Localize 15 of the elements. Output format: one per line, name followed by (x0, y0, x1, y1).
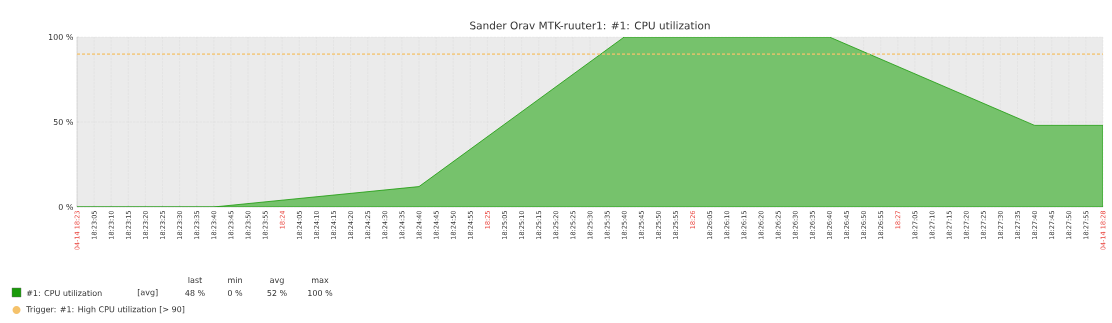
text: avg (270, 278, 284, 285)
chart-title: Sander Orav MTK-ruuter1: #1: CPU utilization (470, 21, 710, 30)
legend-label: Trigger: #1: High CPU utilization [> 90] (26, 306, 185, 314)
text: 100 % (308, 289, 333, 297)
y-tick-label: 0 % (58, 203, 74, 211)
text: max (312, 278, 329, 284)
text: min (228, 276, 242, 283)
text: [avg] (137, 289, 158, 297)
text: last (188, 276, 203, 284)
text: 52 % (267, 289, 287, 297)
y-tick-label: 50 % (53, 118, 74, 126)
y-tick-label: 100 % (48, 33, 74, 41)
text: 48 % (185, 289, 205, 297)
legend-label: #1: CPU utilization (26, 289, 102, 297)
text: 0 % (227, 289, 243, 297)
